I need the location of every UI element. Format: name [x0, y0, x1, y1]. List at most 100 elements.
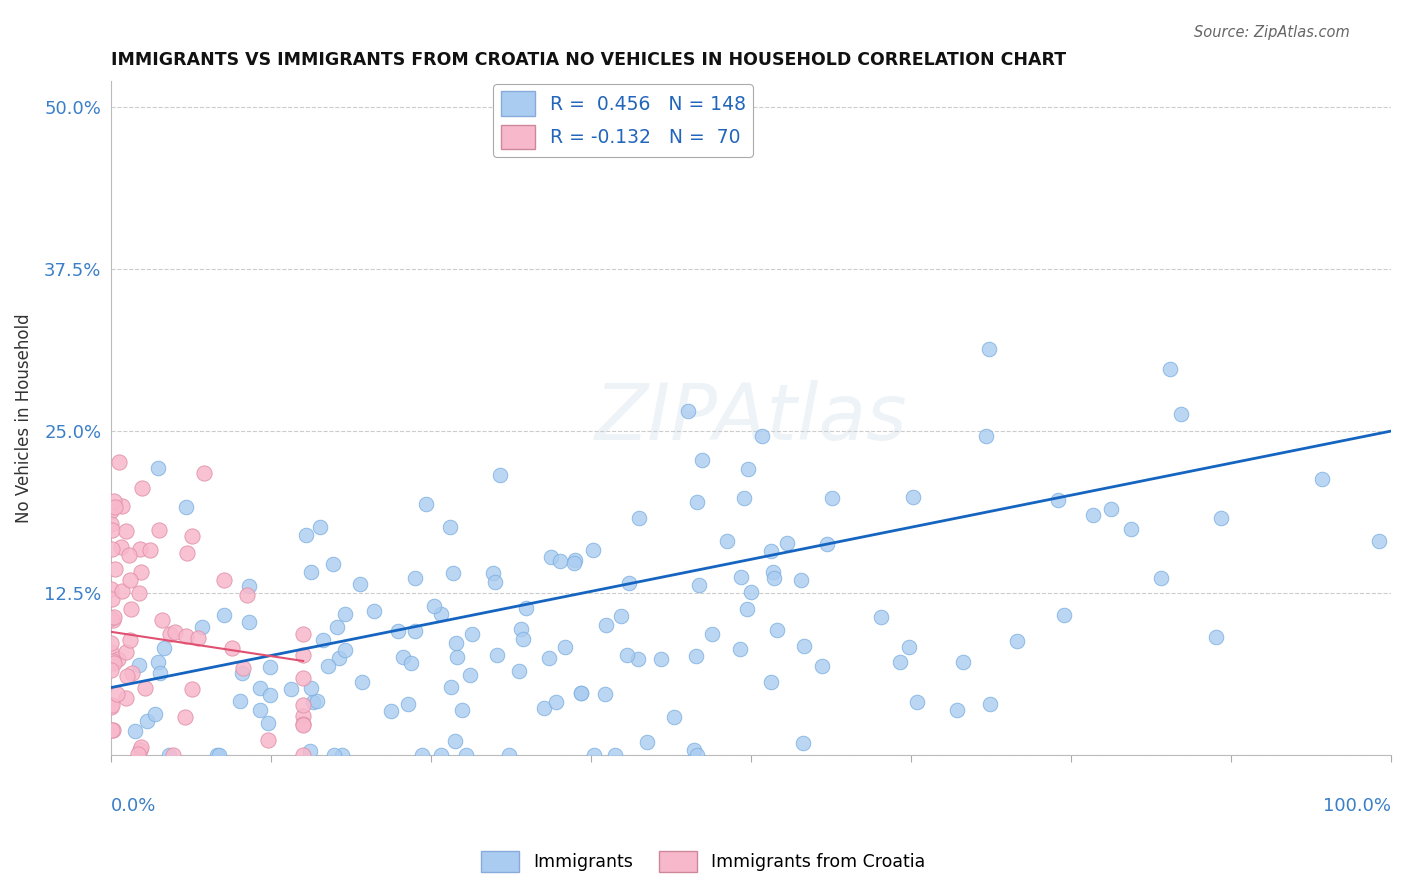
Point	[889, 655, 911, 669]
Point	[595, 618, 617, 632]
Point	[323, 747, 346, 762]
Point	[392, 649, 415, 664]
Point	[187, 631, 209, 645]
Point	[115, 645, 138, 659]
Point	[292, 717, 315, 731]
Point	[1047, 492, 1070, 507]
Point	[333, 643, 356, 657]
Point	[605, 747, 627, 762]
Point	[129, 565, 152, 579]
Point	[100, 542, 122, 557]
Point	[174, 709, 197, 723]
Point	[976, 429, 998, 443]
Point	[702, 627, 724, 641]
Point	[1170, 407, 1192, 421]
Point	[309, 520, 332, 534]
Point	[540, 550, 562, 565]
Point	[120, 601, 142, 615]
Point	[683, 742, 706, 756]
Point	[952, 655, 974, 669]
Point	[1053, 607, 1076, 622]
Point	[1007, 634, 1029, 648]
Point	[101, 723, 124, 738]
Point	[103, 609, 125, 624]
Point	[537, 650, 560, 665]
Point	[259, 689, 281, 703]
Point	[238, 579, 260, 593]
Point	[1310, 472, 1333, 486]
Point	[544, 695, 567, 709]
Text: ZIPAtlas: ZIPAtlas	[595, 380, 907, 456]
Point	[616, 648, 638, 663]
Point	[312, 633, 335, 648]
Point	[650, 652, 672, 666]
Point	[236, 588, 259, 602]
Point	[118, 573, 141, 587]
Point	[257, 732, 280, 747]
Point	[776, 535, 799, 549]
Point	[148, 524, 170, 538]
Legend: Immigrants, Immigrants from Croatia: Immigrants, Immigrants from Croatia	[474, 844, 932, 879]
Point	[292, 716, 315, 731]
Point	[292, 671, 315, 685]
Point	[103, 613, 125, 627]
Point	[180, 681, 202, 696]
Point	[444, 635, 467, 649]
Point	[301, 565, 323, 579]
Point	[148, 655, 170, 669]
Point	[363, 604, 385, 618]
Point	[735, 602, 758, 616]
Point	[174, 500, 197, 514]
Point	[627, 511, 650, 525]
Point	[1121, 523, 1143, 537]
Point	[548, 554, 571, 568]
Point	[299, 744, 322, 758]
Point	[1150, 571, 1173, 585]
Point	[793, 639, 815, 653]
Point	[100, 663, 122, 677]
Point	[446, 650, 468, 665]
Point	[762, 565, 785, 579]
Point	[181, 529, 204, 543]
Point	[231, 665, 253, 680]
Point	[100, 582, 122, 596]
Point	[205, 747, 228, 762]
Point	[685, 649, 707, 664]
Point	[582, 747, 605, 762]
Point	[101, 723, 124, 737]
Point	[107, 651, 129, 665]
Point	[762, 571, 785, 585]
Point	[508, 665, 530, 679]
Point	[100, 698, 122, 713]
Point	[415, 497, 437, 511]
Point	[107, 688, 129, 702]
Point	[444, 734, 467, 748]
Point	[515, 600, 537, 615]
Point	[110, 540, 132, 554]
Point	[328, 651, 350, 665]
Point	[107, 455, 129, 469]
Point	[124, 724, 146, 739]
Point	[979, 697, 1001, 711]
Point	[688, 578, 710, 592]
Point	[115, 524, 138, 538]
Point	[439, 520, 461, 534]
Point	[728, 642, 751, 657]
Point	[582, 543, 605, 558]
Point	[430, 607, 453, 621]
Point	[737, 461, 759, 475]
Point	[128, 541, 150, 556]
Point	[686, 495, 709, 509]
Point	[101, 654, 124, 668]
Point	[292, 698, 315, 713]
Point	[451, 703, 474, 717]
Point	[761, 674, 783, 689]
Point	[176, 546, 198, 560]
Point	[115, 669, 138, 683]
Point	[136, 714, 159, 729]
Point	[554, 640, 576, 654]
Point	[733, 491, 755, 505]
Point	[103, 493, 125, 508]
Point	[101, 523, 124, 537]
Point	[118, 632, 141, 647]
